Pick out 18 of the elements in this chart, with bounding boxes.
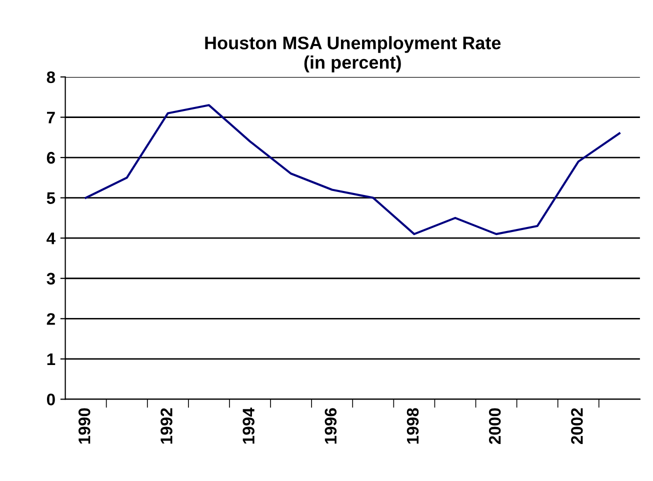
x-tick-label: 1996: [324, 408, 337, 444]
y-tick-label: 3: [46, 272, 55, 285]
y-tick-label: 6: [46, 152, 55, 164]
x-tick-label: 2000: [488, 408, 501, 444]
x-tick-label: 1990: [78, 408, 90, 444]
x-tick-label: 1992: [160, 408, 172, 444]
y-tick-label: 8: [46, 71, 56, 84]
x-tick-label: 1998: [406, 408, 419, 444]
y-tick-label: 0: [46, 394, 55, 406]
y-tick-label: 7: [47, 112, 55, 124]
y-tick-label: 1: [47, 354, 56, 365]
y-tick-label: 4: [46, 232, 56, 244]
line-series: [84, 104, 620, 236]
x-tick-label: 1994: [242, 408, 254, 444]
x-tick-label: 2002: [571, 408, 583, 444]
y-tick-label: 5: [46, 192, 56, 204]
y-tick-label: 2: [46, 313, 55, 325]
chart-title: Houston MSA Unemployment Rate (in percent): [205, 36, 501, 72]
